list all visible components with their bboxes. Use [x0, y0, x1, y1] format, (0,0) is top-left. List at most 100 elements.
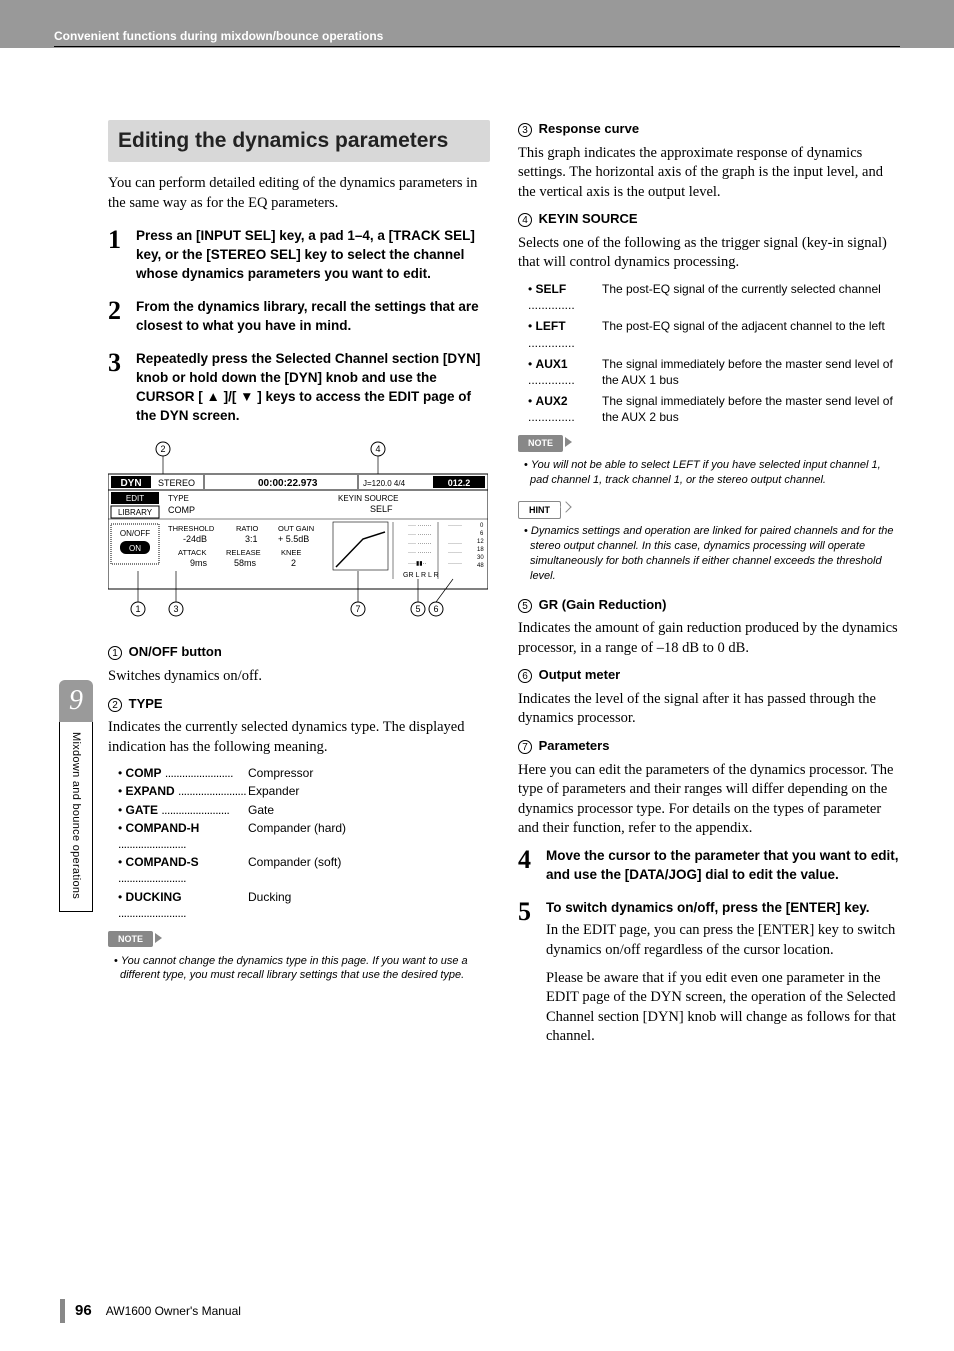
svg-text:·······: ······· [448, 550, 462, 556]
param-1-body: Switches dynamics on/off. [108, 667, 490, 687]
svg-text:KNEE: KNEE [281, 548, 301, 557]
svg-text:RELEASE: RELEASE [226, 548, 261, 557]
svg-text:·······: ······· [448, 541, 462, 547]
note-label: NOTE [108, 931, 153, 947]
svg-text:···· ·······: ···· ······· [408, 532, 432, 538]
svg-text:2: 2 [160, 444, 165, 454]
svg-text:18: 18 [477, 547, 484, 553]
svg-text:7: 7 [355, 604, 360, 614]
source-list: • SELF ..............The post-EQ signal … [528, 281, 900, 426]
svg-text:···· ·······: ···· ······· [408, 523, 432, 529]
svg-text:ON/OFF: ON/OFF [120, 529, 150, 538]
chapter-number: 9 [59, 680, 93, 722]
svg-text:·······: ······· [448, 561, 462, 567]
type-list: • COMP Compressor • EXPAND Expander • GA… [118, 765, 490, 921]
svg-text:COMP: COMP [168, 505, 195, 515]
svg-text:3: 3 [173, 604, 178, 614]
step-3: 3 Repeatedly press the Selected Channel … [108, 350, 490, 426]
svg-text:KEYIN SOURCE: KEYIN SOURCE [338, 494, 398, 503]
section-title: Editing the dynamics parameters [108, 120, 490, 162]
intro-text: You can perform detailed editing of the … [108, 174, 490, 213]
header-title: Convenient functions during mixdown/boun… [54, 28, 383, 44]
svg-text:5: 5 [415, 604, 420, 614]
svg-text:···· ·······: ···· ······· [408, 541, 432, 547]
svg-text:·······: ······· [448, 439, 462, 441]
svg-text:9ms: 9ms [190, 558, 208, 568]
svg-text:EDIT: EDIT [126, 494, 144, 503]
svg-text:-24dB: -24dB [183, 534, 207, 544]
param-5: 5 GR (Gain Reduction) [518, 596, 900, 616]
svg-text:ON: ON [129, 544, 141, 553]
step-number: 2 [108, 298, 136, 336]
note-text: You cannot change the dynamics type in t… [120, 954, 490, 984]
manual-title: AW1600 Owner's Manual [106, 1303, 241, 1319]
svg-text:1: 1 [135, 604, 140, 614]
svg-text:ATTACK: ATTACK [178, 548, 206, 557]
step-4: 4 Move the cursor to the parameter that … [518, 847, 900, 885]
chapter-label: Mixdown and bounce operations [59, 722, 93, 912]
svg-text:OUT GAIN: OUT GAIN [278, 524, 314, 533]
param-7-body: Here you can edit the parameters of the … [518, 761, 900, 839]
step-4-text: Move the cursor to the parameter that yo… [546, 847, 900, 885]
svg-text:48: 48 [477, 563, 484, 569]
svg-text:012.2: 012.2 [448, 478, 471, 488]
svg-text:30: 30 [477, 555, 484, 561]
svg-text:SELF: SELF [370, 504, 393, 514]
param-6-body: Indicates the level of the signal after … [518, 690, 900, 729]
step-number: 4 [518, 847, 546, 885]
step-5-body-2: Please be aware that if you edit even on… [546, 969, 900, 1047]
svg-text:TYPE: TYPE [168, 494, 189, 503]
svg-text:STEREO: STEREO [158, 478, 195, 488]
right-column: 3 Response curve This graph indicates th… [518, 120, 900, 1061]
param-2-body: Indicates the currently selected dynamic… [108, 718, 490, 757]
side-tab: 9 Mixdown and bounce operations [59, 680, 93, 900]
step-number: 5 [518, 899, 546, 1047]
step-5: 5 To switch dynamics on/off, press the [… [518, 899, 900, 1047]
hint-box: HINT Dynamics settings and operation are… [518, 500, 900, 584]
param-7: 7 Parameters [518, 737, 900, 757]
svg-text:00:00:22.973: 00:00:22.973 [258, 478, 318, 489]
footer: 96 AW1600 Owner's Manual [60, 1299, 241, 1323]
hint-text: Dynamics settings and operation are link… [530, 524, 900, 583]
param-4-body: Selects one of the following as the trig… [518, 234, 900, 273]
svg-text:12: 12 [477, 539, 484, 545]
svg-text:+ 5.5dB: + 5.5dB [278, 534, 309, 544]
step-number: 1 [108, 227, 136, 284]
svg-text:DYN: DYN [120, 478, 141, 489]
svg-text:·······: ······· [448, 523, 462, 529]
svg-text:LIBRARY: LIBRARY [118, 508, 153, 517]
page-number: 96 [75, 1301, 92, 1321]
step-2: 2 From the dynamics library, recall the … [108, 298, 490, 336]
note-label: NOTE [518, 435, 563, 451]
step-2-text: From the dynamics library, recall the se… [136, 298, 490, 336]
header-rule [54, 46, 900, 47]
left-column: Editing the dynamics parameters You can … [108, 120, 490, 1061]
param-1: 1 ON/OFF button [108, 643, 490, 663]
step-1: 1 Press an [INPUT SEL] key, a pad 1–4, a… [108, 227, 490, 284]
step-5-body-1: In the EDIT page, you can press the [ENT… [546, 921, 900, 960]
step-5-title: To switch dynamics on/off, press the [EN… [546, 899, 900, 918]
step-1-text: Press an [INPUT SEL] key, a pad 1–4, a [… [136, 227, 490, 284]
svg-text:58ms: 58ms [234, 558, 257, 568]
step-3-text: Repeatedly press the Selected Channel se… [136, 350, 490, 426]
note-text: You will not be able to select LEFT if y… [530, 458, 900, 488]
svg-text:6: 6 [433, 604, 438, 614]
svg-text:2: 2 [291, 558, 296, 568]
svg-text:THRESHOLD: THRESHOLD [168, 524, 215, 533]
svg-text:4: 4 [375, 444, 380, 454]
param-3: 3 Response curve [518, 120, 900, 140]
svg-text:GR L R L R: GR L R L R [403, 572, 439, 579]
svg-text:3:1: 3:1 [245, 534, 258, 544]
step-number: 3 [108, 350, 136, 426]
hint-label: HINT [518, 501, 561, 519]
svg-text:J=120.0 4/4: J=120.0 4/4 [363, 479, 406, 488]
param-5-body: Indicates the amount of gain reduction p… [518, 619, 900, 658]
svg-text:···· ·······: ···· ······· [408, 550, 432, 556]
param-6: 6 Output meter [518, 666, 900, 686]
param-4: 4 KEYIN SOURCE [518, 210, 900, 230]
note-box-right: NOTE You will not be able to select LEFT… [518, 433, 900, 487]
param-2: 2 TYPE [108, 695, 490, 715]
note-box: NOTE You cannot change the dynamics type… [108, 929, 490, 983]
svg-text:····▮▮··: ····▮▮·· [408, 561, 427, 567]
footer-accent [60, 1299, 65, 1323]
